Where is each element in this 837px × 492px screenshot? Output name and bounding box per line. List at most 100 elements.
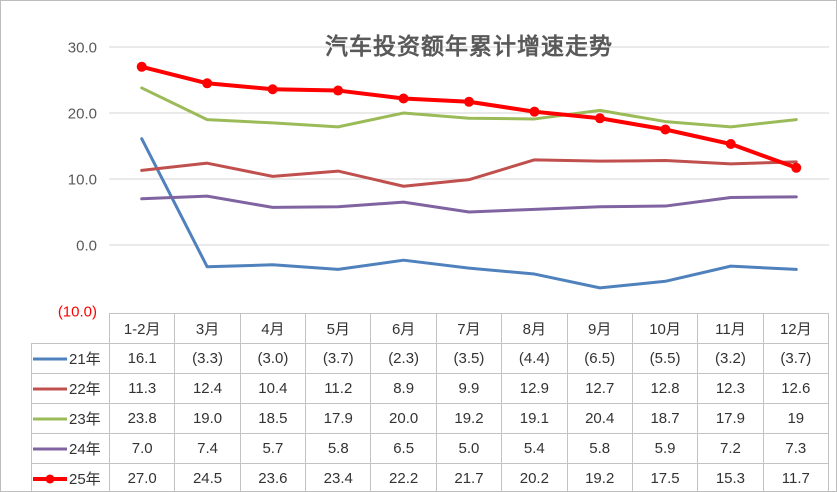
table-corner-cell: [32, 314, 110, 344]
value-cell: (3.5): [435, 343, 503, 374]
series-name: 24年: [69, 441, 101, 458]
value-cell: 5.0: [435, 433, 503, 464]
month-header-cell: 3月: [174, 313, 241, 344]
value-cell: 18.7: [631, 403, 699, 434]
y-axis-tick-label: 20.0: [68, 106, 97, 123]
legend-cell: 21年: [31, 343, 110, 374]
value-cell: 20.4: [566, 403, 633, 434]
value-cell: (3.7): [762, 343, 830, 374]
table-row: 24年 7.0 7.4 5.7 5.8 6.5 5.0 5.4 5.8 5.9 7.2 7.3: [31, 433, 830, 464]
legend-key-icon: [33, 447, 67, 450]
value-cell: 15.3: [697, 463, 764, 491]
value-cell: 17.9: [697, 403, 764, 434]
legend-cell: 25年: [31, 463, 110, 491]
legend-key-icon: [33, 387, 67, 390]
month-header-cell: 6月: [370, 313, 437, 344]
value-cell: 19: [762, 403, 830, 434]
value-cell: (3.0): [239, 343, 307, 374]
legend-key-icon: [33, 357, 67, 360]
month-header-cell: 11月: [697, 313, 764, 344]
value-cell: 11.3: [108, 373, 176, 404]
data-point-marker: [791, 162, 802, 173]
value-cell: 16.1: [108, 343, 176, 374]
month-header-cell: 7月: [435, 313, 503, 344]
value-cell: 12.7: [566, 373, 633, 404]
y-axis-tick-label: 30.0: [68, 40, 97, 57]
value-cell: 24.5: [174, 463, 241, 491]
value-cell: 19.2: [435, 403, 503, 434]
series-name: 23年: [69, 411, 101, 428]
value-cell: (4.4): [501, 343, 568, 374]
value-cell: 19.2: [566, 463, 633, 491]
value-cell: 10.4: [239, 373, 307, 404]
value-cell: 11.7: [762, 463, 830, 491]
data-point-marker: [529, 106, 540, 117]
value-cell: 19.0: [174, 403, 241, 434]
legend-cell: 24年: [31, 433, 110, 464]
series-name: 25年: [69, 471, 101, 488]
legend-cell: 23年: [31, 403, 110, 434]
series-line-23年: [140, 86, 798, 129]
table-row: 25年 27.0 24.5 23.6 23.4 22.2 21.7 20.2 19.2 17.5 1…: [31, 463, 830, 491]
value-cell: 7.3: [762, 433, 830, 464]
value-cell: 12.3: [697, 373, 764, 404]
month-header-cell: 10月: [631, 313, 699, 344]
data-point-marker: [202, 78, 213, 89]
value-cell: 7.4: [174, 433, 241, 464]
month-header-cell: 9月: [566, 313, 633, 344]
value-cell: 7.2: [697, 433, 764, 464]
data-point-marker: [660, 124, 671, 135]
month-header-cell: 1-2月: [108, 313, 176, 344]
value-cell: 17.9: [305, 403, 372, 434]
value-cell: 12.6: [762, 373, 830, 404]
value-cell: 23.8: [108, 403, 176, 434]
month-header-cell: 4月: [239, 313, 307, 344]
value-cell: (3.3): [174, 343, 241, 374]
legend-cell: 22年: [31, 373, 110, 404]
value-cell: 23.4: [305, 463, 372, 491]
value-cell: 27.0: [108, 463, 176, 491]
y-axis-tick-label: 10.0: [68, 172, 97, 189]
table-header-row: 1-2月 3月 4月 5月 6月 7月 8月 9月 10月 11月 12月: [32, 313, 830, 344]
series-line-24年: [140, 194, 798, 214]
value-cell: 21.7: [435, 463, 503, 491]
value-cell: (2.3): [370, 343, 437, 374]
data-point-marker: [594, 113, 605, 124]
value-cell: (6.5): [566, 343, 633, 374]
table-row: 22年 11.3 12.4 10.4 11.2 8.9 9.9 12.9 12.7 12.8 12.…: [31, 373, 830, 404]
value-cell: 12.9: [501, 373, 568, 404]
data-point-marker: [725, 139, 736, 150]
value-cell: 12.8: [631, 373, 699, 404]
legend-key-icon: [33, 474, 67, 483]
value-cell: 19.1: [501, 403, 568, 434]
value-cell: 11.2: [305, 373, 372, 404]
value-cell: 12.4: [174, 373, 241, 404]
value-cell: 5.7: [239, 433, 307, 464]
value-cell: 6.5: [370, 433, 437, 464]
month-header-cell: 12月: [762, 313, 830, 344]
value-cell: 20.2: [501, 463, 568, 491]
data-point-marker: [136, 61, 147, 72]
y-axis-tick-label: 0.0: [76, 238, 97, 255]
value-cell: 17.5: [631, 463, 699, 491]
month-header-cell: 8月: [501, 313, 568, 344]
data-point-marker: [333, 85, 344, 96]
value-cell: 7.0: [108, 433, 176, 464]
value-cell: 20.0: [370, 403, 437, 434]
series-name: 21年: [69, 351, 101, 368]
value-cell: 18.5: [239, 403, 307, 434]
data-point-marker: [398, 93, 409, 104]
month-header-cell: 5月: [305, 313, 372, 344]
series-name: 22年: [69, 381, 101, 398]
value-cell: 5.8: [305, 433, 372, 464]
value-cell: (3.7): [305, 343, 372, 374]
value-cell: 22.2: [370, 463, 437, 491]
y-axis-tick-label: (10.0): [58, 304, 97, 321]
value-cell: (5.5): [631, 343, 699, 374]
data-point-marker: [267, 84, 278, 95]
value-cell: (3.2): [697, 343, 764, 374]
value-cell: 5.9: [631, 433, 699, 464]
value-cell: 5.4: [501, 433, 568, 464]
